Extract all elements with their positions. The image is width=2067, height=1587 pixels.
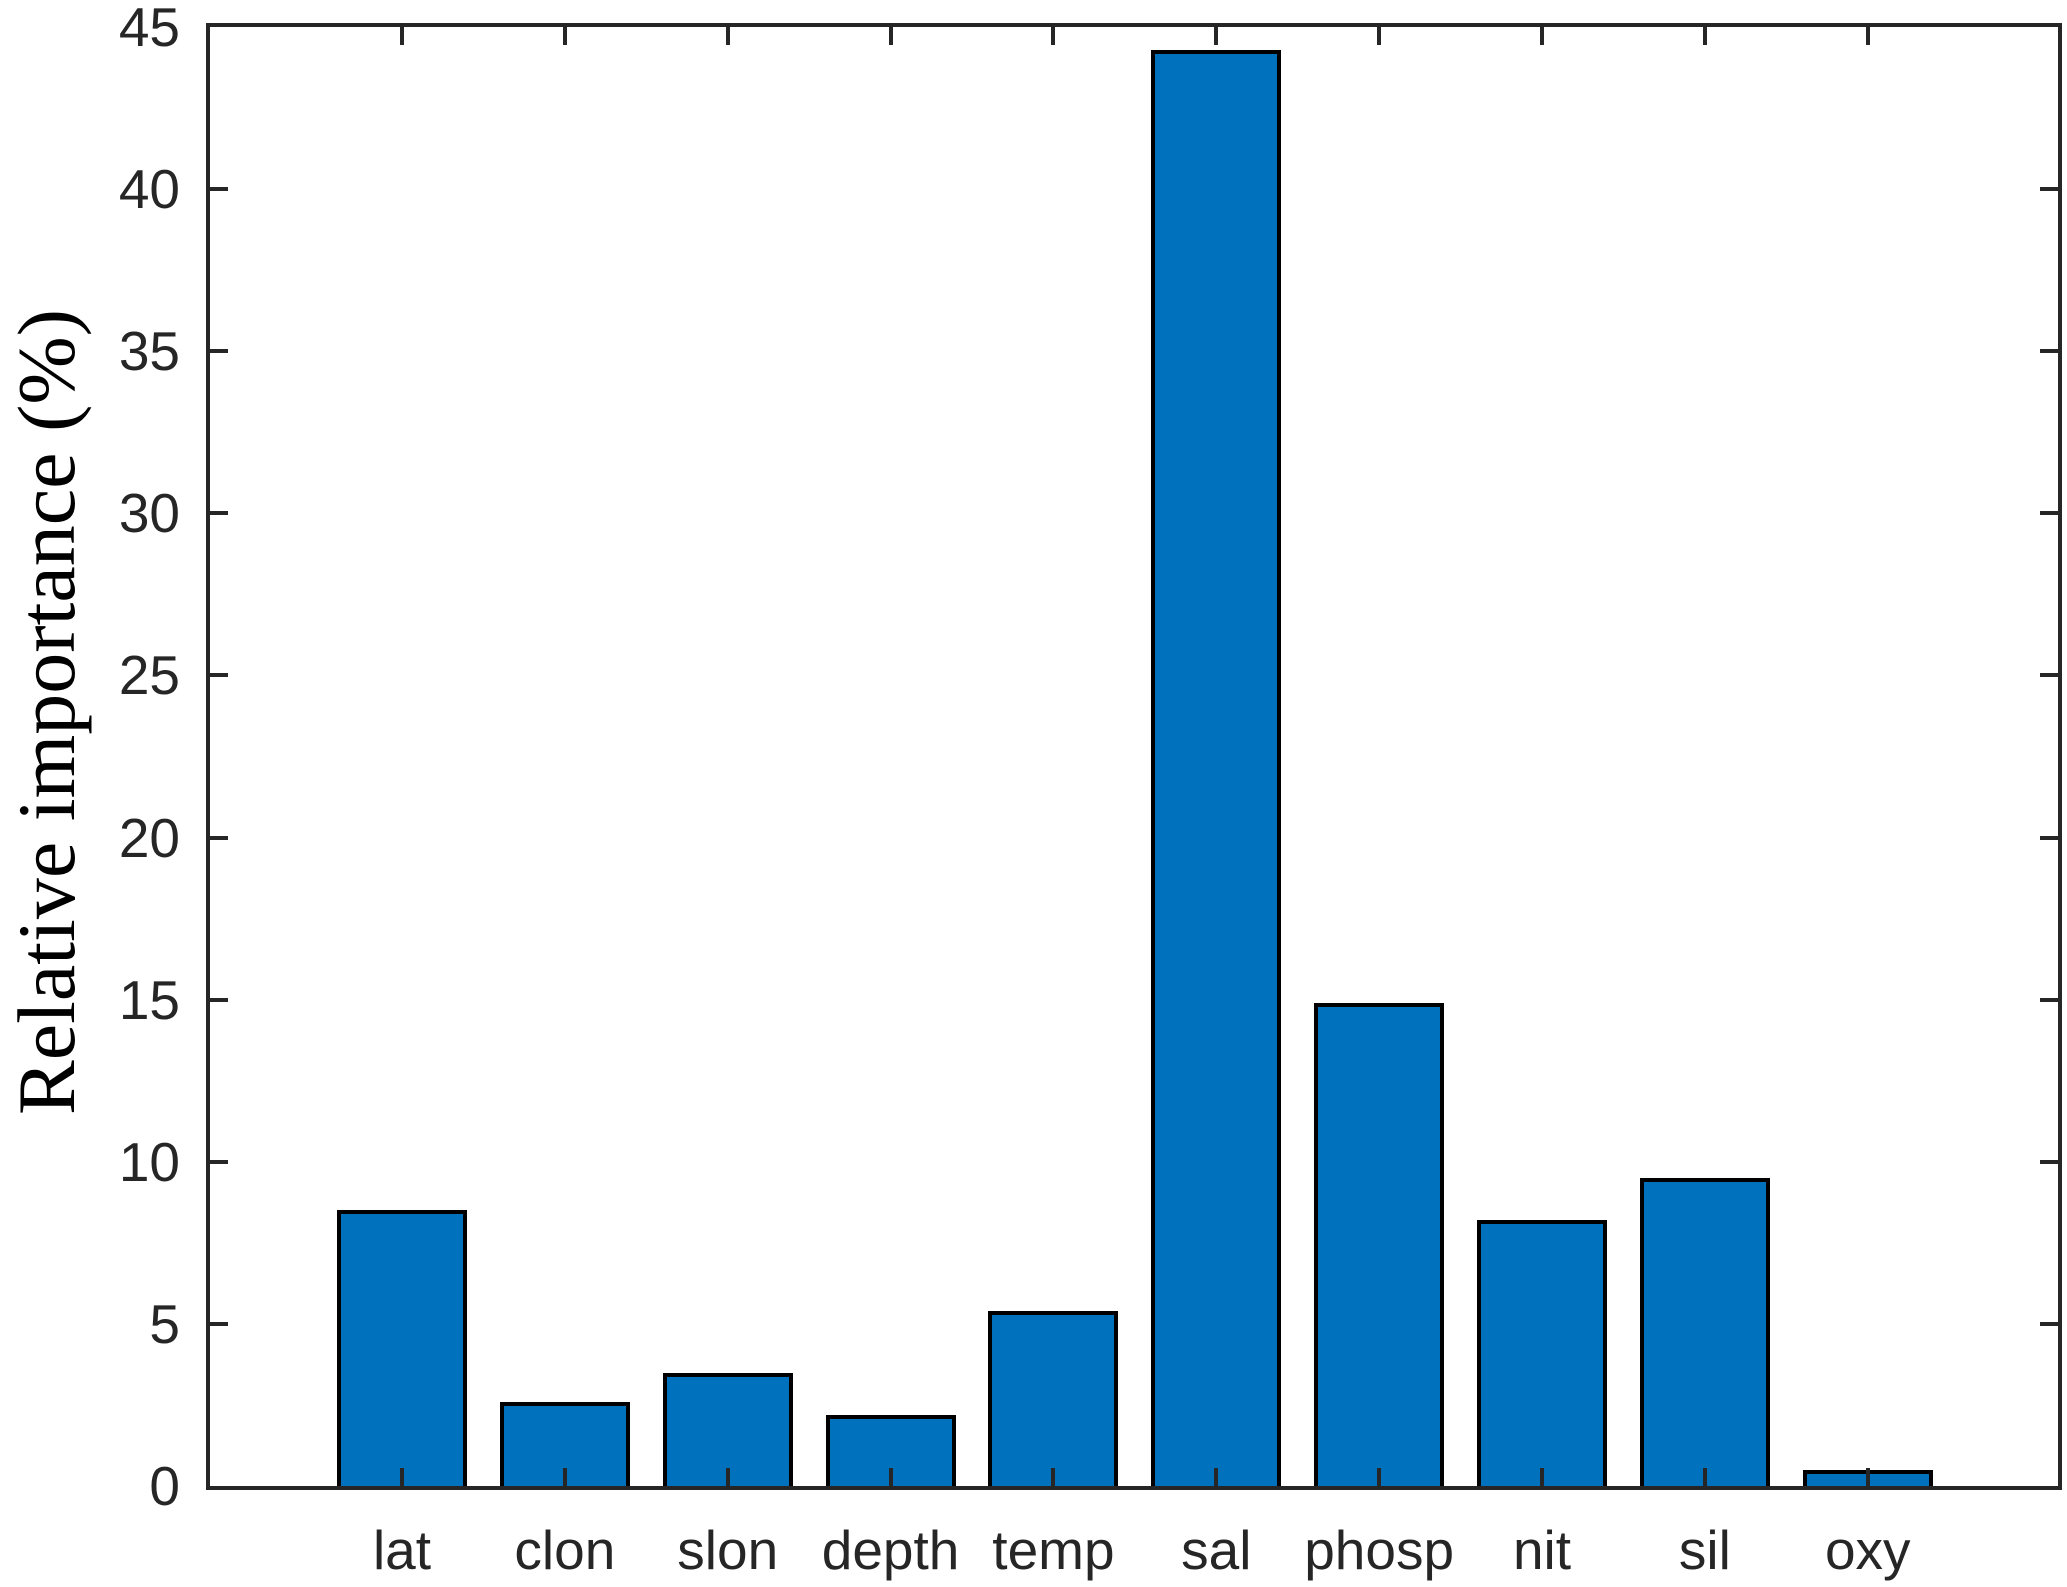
y-tick-right	[2040, 673, 2058, 678]
x-tick-bottom	[1865, 1468, 1870, 1486]
bar-nit	[1477, 1220, 1608, 1486]
y-tick-left	[210, 1321, 228, 1326]
x-tick-bottom	[1051, 1468, 1056, 1486]
x-tick-top	[1540, 27, 1545, 45]
x-tick-top	[1214, 27, 1219, 45]
x-tick-bottom	[1540, 1468, 1545, 1486]
y-tick-label-10: 10	[118, 1130, 180, 1193]
x-tick-top	[1865, 27, 1870, 45]
y-tick-left	[210, 187, 228, 192]
y-tick-right	[2040, 1321, 2058, 1326]
y-tick-right	[2040, 511, 2058, 516]
x-tick-bottom	[888, 1468, 893, 1486]
x-tick-top	[1051, 27, 1056, 45]
y-tick-label-0: 0	[149, 1455, 180, 1517]
x-tick-bottom	[562, 1468, 567, 1486]
x-tick-label-lat: lat	[372, 1519, 432, 1581]
plot-inner	[210, 27, 2058, 1486]
y-tick-left	[210, 673, 228, 678]
bar-sil	[1639, 1178, 1770, 1486]
bar-phosp	[1314, 1002, 1445, 1486]
x-tick-label-clon: clon	[514, 1519, 616, 1581]
y-tick-right	[2040, 835, 2058, 840]
y-tick-label-5: 5	[149, 1292, 180, 1355]
x-tick-label-temp: temp	[992, 1519, 1115, 1581]
x-tick-label-nit: nit	[1512, 1519, 1572, 1581]
bar-temp	[988, 1310, 1119, 1486]
bar-slon	[662, 1372, 793, 1486]
x-tick-label-sil: sil	[1678, 1519, 1731, 1581]
x-tick-bottom	[1377, 1468, 1382, 1486]
plot-area	[206, 23, 2062, 1490]
x-tick-bottom	[400, 1468, 404, 1486]
y-tick-left	[210, 349, 228, 354]
x-tick-top	[562, 27, 567, 45]
y-tick-left	[210, 1159, 228, 1164]
y-tick-label-45: 45	[118, 0, 180, 58]
y-tick-label-15: 15	[118, 968, 180, 1031]
x-tick-label-depth: depth	[821, 1519, 960, 1581]
x-tick-bottom	[1702, 1468, 1707, 1486]
y-tick-label-25: 25	[118, 644, 180, 707]
y-tick-label-20: 20	[118, 806, 180, 869]
y-tick-label-35: 35	[118, 320, 180, 383]
x-tick-label-oxy: oxy	[1824, 1519, 1911, 1581]
y-tick-label-30: 30	[118, 482, 180, 545]
x-tick-label-phosp: phosp	[1304, 1519, 1455, 1581]
x-tick-top	[888, 27, 893, 45]
y-tick-label-40: 40	[118, 158, 180, 221]
x-tick-top	[400, 27, 404, 45]
x-tick-top	[725, 27, 730, 45]
y-tick-left	[210, 997, 228, 1002]
y-tick-right	[2040, 349, 2058, 354]
y-tick-left	[210, 511, 228, 516]
bar-sal	[1151, 49, 1282, 1486]
x-tick-top	[1702, 27, 1707, 45]
x-tick-label-sal: sal	[1181, 1519, 1252, 1581]
y-tick-right	[2040, 997, 2058, 1002]
x-tick-top	[1377, 27, 1382, 45]
y-tick-right	[2040, 187, 2058, 192]
x-tick-label-slon: slon	[677, 1519, 779, 1581]
x-tick-bottom	[1214, 1468, 1219, 1486]
bar-lat	[337, 1210, 467, 1486]
x-tick-bottom	[725, 1468, 730, 1486]
y-tick-left	[210, 835, 228, 840]
y-tick-right	[2040, 1159, 2058, 1164]
